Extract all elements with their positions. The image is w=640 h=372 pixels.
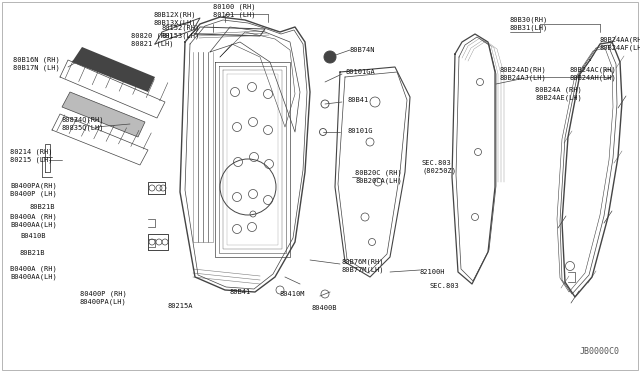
Text: 80101G: 80101G (347, 128, 372, 134)
Text: 80B24AD(RH)
80B24AJ(LH): 80B24AD(RH) 80B24AJ(LH) (500, 67, 547, 81)
Text: JB0000C0: JB0000C0 (580, 347, 620, 356)
Text: 80214 (RH)
80215 (LH): 80214 (RH) 80215 (LH) (10, 149, 52, 163)
Text: 80B24AA(RH)
80B24AF(LH): 80B24AA(RH) 80B24AF(LH) (600, 37, 640, 51)
Polygon shape (62, 92, 145, 137)
Text: 80B21B: 80B21B (30, 204, 56, 210)
Text: 80B21B: 80B21B (20, 250, 45, 256)
Text: 82100H: 82100H (420, 269, 445, 275)
Polygon shape (72, 47, 155, 92)
Circle shape (324, 51, 336, 63)
Text: 80B24AC(RH)
80B24AH(LH): 80B24AC(RH) 80B24AH(LH) (570, 67, 617, 81)
Text: 80400B: 80400B (312, 305, 337, 311)
Text: 80101GA: 80101GA (345, 69, 375, 75)
Text: B0410B: B0410B (20, 233, 45, 239)
Text: 80B76M(RH)
80B77M(LH): 80B76M(RH) 80B77M(LH) (342, 259, 385, 273)
Text: 80834Q(RH)
80835Q(LH): 80834Q(RH) 80835Q(LH) (62, 117, 104, 131)
Text: 80B24A (RH)
80B24AE(LH): 80B24A (RH) 80B24AE(LH) (535, 87, 582, 101)
Text: 80100 (RH)
80101 (LH): 80100 (RH) 80101 (LH) (213, 4, 255, 18)
Text: 80B41: 80B41 (347, 97, 368, 103)
Text: 80B20C (RH)
80B20CA(LH): 80B20C (RH) 80B20CA(LH) (355, 170, 402, 184)
Text: 80215A: 80215A (168, 303, 193, 309)
Text: 80410M: 80410M (280, 291, 305, 297)
Text: 80B30(RH)
80B31(LH): 80B30(RH) 80B31(LH) (510, 17, 548, 31)
Text: 80B41: 80B41 (230, 289, 252, 295)
Text: B0400A (RH)
B0400AA(LH): B0400A (RH) B0400AA(LH) (10, 214, 57, 228)
Text: 80152(RH)
80153(LH): 80152(RH) 80153(LH) (162, 25, 200, 39)
Text: 80B12X(RH)
80B13X(LH): 80B12X(RH) 80B13X(LH) (153, 12, 195, 26)
Text: B0400PA(RH)
B0400P (LH): B0400PA(RH) B0400P (LH) (10, 183, 57, 197)
Text: 80B74N: 80B74N (350, 47, 376, 53)
Text: SEC.803
(80250Z): SEC.803 (80250Z) (422, 160, 456, 174)
Text: SEC.803: SEC.803 (430, 283, 460, 289)
Text: 80820 (RH)
80821 (LH): 80820 (RH) 80821 (LH) (131, 33, 173, 47)
Text: 80400P (RH)
80400PA(LH): 80400P (RH) 80400PA(LH) (80, 291, 127, 305)
Text: 80B16N (RH)
80B17N (LH): 80B16N (RH) 80B17N (LH) (13, 57, 60, 71)
Text: B0400A (RH)
B0400AA(LH): B0400A (RH) B0400AA(LH) (10, 266, 57, 280)
